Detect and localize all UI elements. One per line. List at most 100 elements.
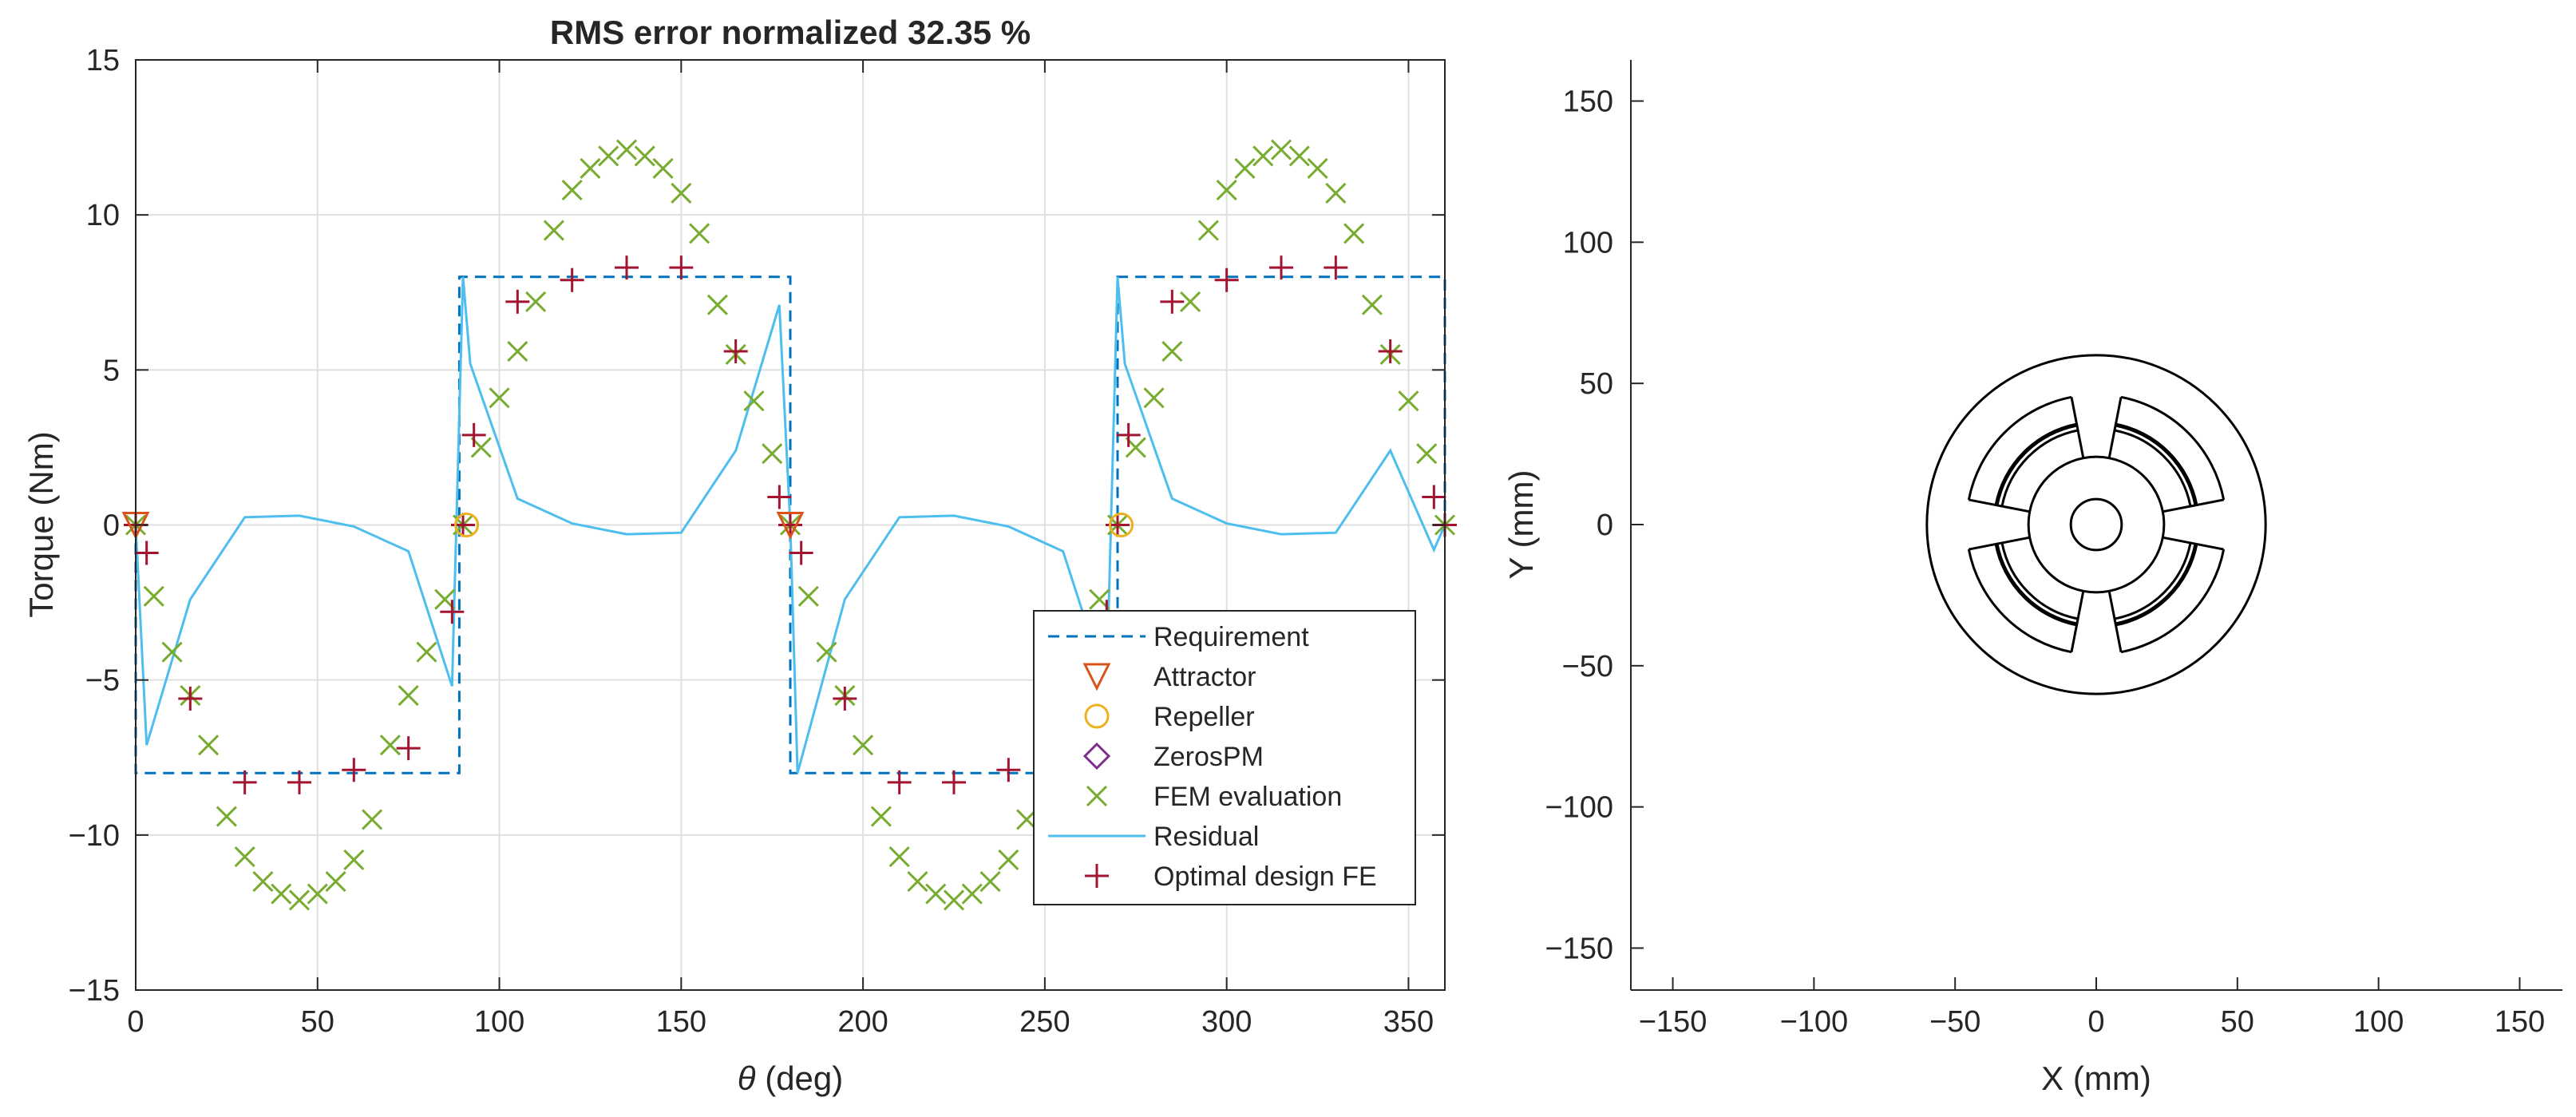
series-repeller-point [1109, 513, 1134, 537]
plus-marker-shape [232, 770, 257, 794]
plus-marker-shape [178, 686, 203, 711]
x-marker-shape [525, 291, 547, 312]
y-tick-label: −10 [69, 819, 120, 853]
plus-marker-shape [778, 513, 802, 537]
series-fem-evaluation-point [561, 180, 583, 201]
plus-marker-shape [1378, 339, 1403, 364]
series-optimal-design-fe-point [440, 600, 465, 624]
plus-marker-shape [1214, 267, 1239, 292]
y-tick-label: 10 [86, 199, 120, 232]
legend-swatch-optimal-design-fe [1085, 864, 1109, 888]
x-marker-shape [234, 846, 255, 868]
series-fem-evaluation-point [543, 220, 564, 241]
series-fem-evaluation-point [161, 641, 183, 663]
series-fem-evaluation-point [198, 735, 220, 756]
torque-plot-y-label: Torque (Nm) [22, 431, 60, 617]
stator-outer-circle [1925, 354, 2267, 695]
series-optimal-design-fe-point [723, 339, 748, 364]
stator-inner-arc [2120, 549, 2226, 654]
geometry-plot-y-label: Y (mm) [1502, 470, 1540, 580]
plus-marker-shape [1324, 255, 1348, 280]
series-fem-evaluation-point [1307, 157, 1328, 179]
series-fem-evaluation-point [1361, 294, 1383, 315]
torque-ticks: 0 50 100 150 200 250 300 350 −15 −10 −5 0 5 10 15 [69, 44, 1445, 1039]
x-marker-shape [1288, 145, 1310, 167]
series-fem-evaluation-point [416, 641, 437, 663]
series-optimal-design-fe-point [789, 541, 813, 565]
x-marker-shape [489, 387, 510, 409]
y-tick-label: 5 [103, 354, 120, 387]
plus-marker-shape [396, 736, 421, 761]
x-marker-shape [762, 443, 783, 465]
series-fem-evaluation-point [143, 585, 164, 607]
x-marker-shape [561, 180, 583, 201]
geometry-y-tick-label: −50 [1562, 650, 1613, 683]
x-marker-shape [689, 223, 710, 244]
series-optimal-design-fe-point [134, 541, 159, 565]
pole-gap-edge [2162, 498, 2224, 513]
y-tick-label: −15 [69, 974, 120, 1008]
legend-entry-attractor: Attractor [1153, 662, 1256, 692]
series-optimal-design-fe-point [1324, 255, 1348, 280]
x-marker-shape [816, 641, 837, 663]
series-optimal-design-fe-point [887, 770, 912, 794]
x-tick-label: 0 [127, 1005, 144, 1039]
x-marker-shape [1234, 157, 1256, 179]
x-marker-shape [797, 585, 819, 607]
x-marker-shape [998, 849, 1019, 870]
x-marker-shape [870, 806, 892, 827]
y-tick-label: 15 [86, 44, 120, 77]
series-fem-evaluation-point [943, 889, 965, 911]
series-fem-evaluation-point [907, 871, 928, 893]
plus-marker-shape [560, 267, 584, 292]
x-marker-shape [198, 735, 220, 756]
geometry-x-tick-label: 0 [2087, 1005, 2104, 1039]
series-optimal-design-fe-point [996, 758, 1021, 782]
series-fem-evaluation-point [252, 871, 274, 893]
geometry-x-tick-label: −50 [1929, 1005, 1980, 1039]
circle-marker-shape [1084, 703, 1110, 729]
x-marker-shape [343, 849, 365, 870]
x-marker-shape [1361, 294, 1383, 315]
series-fem-evaluation-point [1252, 145, 1274, 167]
geometry-x-tick-label: 150 [2495, 1005, 2545, 1039]
x-marker-shape [1325, 182, 1347, 204]
series-optimal-design-fe-point [461, 422, 486, 447]
circle-marker-shape [454, 513, 480, 537]
series-fem-evaluation-point [816, 641, 837, 663]
series-optimal-design-fe-point [396, 736, 421, 761]
x-marker-shape [1270, 139, 1292, 160]
series-fem-evaluation-point [1416, 443, 1438, 465]
series-fem-evaluation-point [998, 849, 1019, 870]
series-fem-evaluation-point [507, 340, 528, 362]
plus-marker-shape [833, 686, 857, 711]
x-marker-shape [1197, 220, 1219, 241]
x-marker-shape [1180, 291, 1201, 312]
series-fem-evaluation-point [1161, 340, 1183, 362]
geometry-y-tick-label: 50 [1580, 367, 1613, 401]
x-marker-shape [1216, 180, 1237, 201]
plus-marker-shape [461, 422, 486, 447]
geometry-y-tick-label: 0 [1597, 509, 1613, 542]
pole-gap-edge [2107, 591, 2123, 652]
torque-plot-title: RMS error normalized 32.35 % [550, 14, 1031, 51]
series-fem-evaluation-point [870, 806, 892, 827]
series-fem-evaluation-point [706, 294, 728, 315]
x-marker-shape [288, 889, 311, 911]
geometry-y-tick-label: 100 [1563, 226, 1613, 259]
series-fem-evaluation-point [615, 139, 638, 160]
series-optimal-design-fe-point [1214, 267, 1239, 292]
stator-inner-arc [2120, 395, 2226, 501]
series-optimal-design-fe-point [942, 770, 966, 794]
pole-gap-edge [2070, 591, 2085, 652]
x-marker-shape [580, 157, 601, 179]
x-marker-shape [416, 641, 437, 663]
x-marker-shape [1143, 387, 1165, 409]
magnet-inner-arc [2000, 542, 2079, 620]
x-marker-shape [307, 883, 328, 905]
x-marker-shape [161, 641, 183, 663]
plus-marker-shape [723, 339, 748, 364]
x-marker-shape [1086, 785, 1108, 807]
series-fem-evaluation-point [1234, 157, 1256, 179]
series-fem-evaluation-point [271, 883, 292, 905]
